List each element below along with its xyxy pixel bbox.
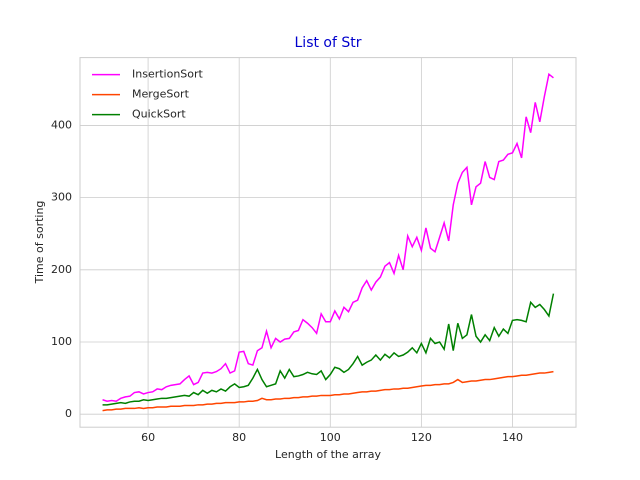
plot-frame	[79, 57, 577, 428]
legend-label: InsertionSort	[132, 68, 204, 81]
x-tick-label: 80	[232, 431, 246, 444]
x-tick-label: 60	[141, 431, 155, 444]
y-tick-label: 400	[51, 118, 72, 131]
y-tick-label: 0	[65, 407, 72, 420]
x-tick-label: 100	[320, 431, 341, 444]
legend-label: MergeSort	[132, 88, 190, 101]
x-axis-label: Length of the array	[275, 448, 381, 461]
chart-title: List of Str	[295, 35, 362, 51]
x-tick-label: 140	[502, 431, 523, 444]
y-tick-label: 300	[51, 191, 72, 204]
y-tick-label: 100	[51, 335, 72, 348]
y-axis-label: Time of sorting	[33, 201, 46, 285]
y-tick-label: 200	[51, 263, 72, 276]
line	[102, 370, 554, 412]
line	[102, 72, 554, 402]
x-tick-label: 120	[411, 431, 432, 444]
legend-label: QuickSort	[132, 108, 186, 121]
line	[102, 293, 555, 406]
